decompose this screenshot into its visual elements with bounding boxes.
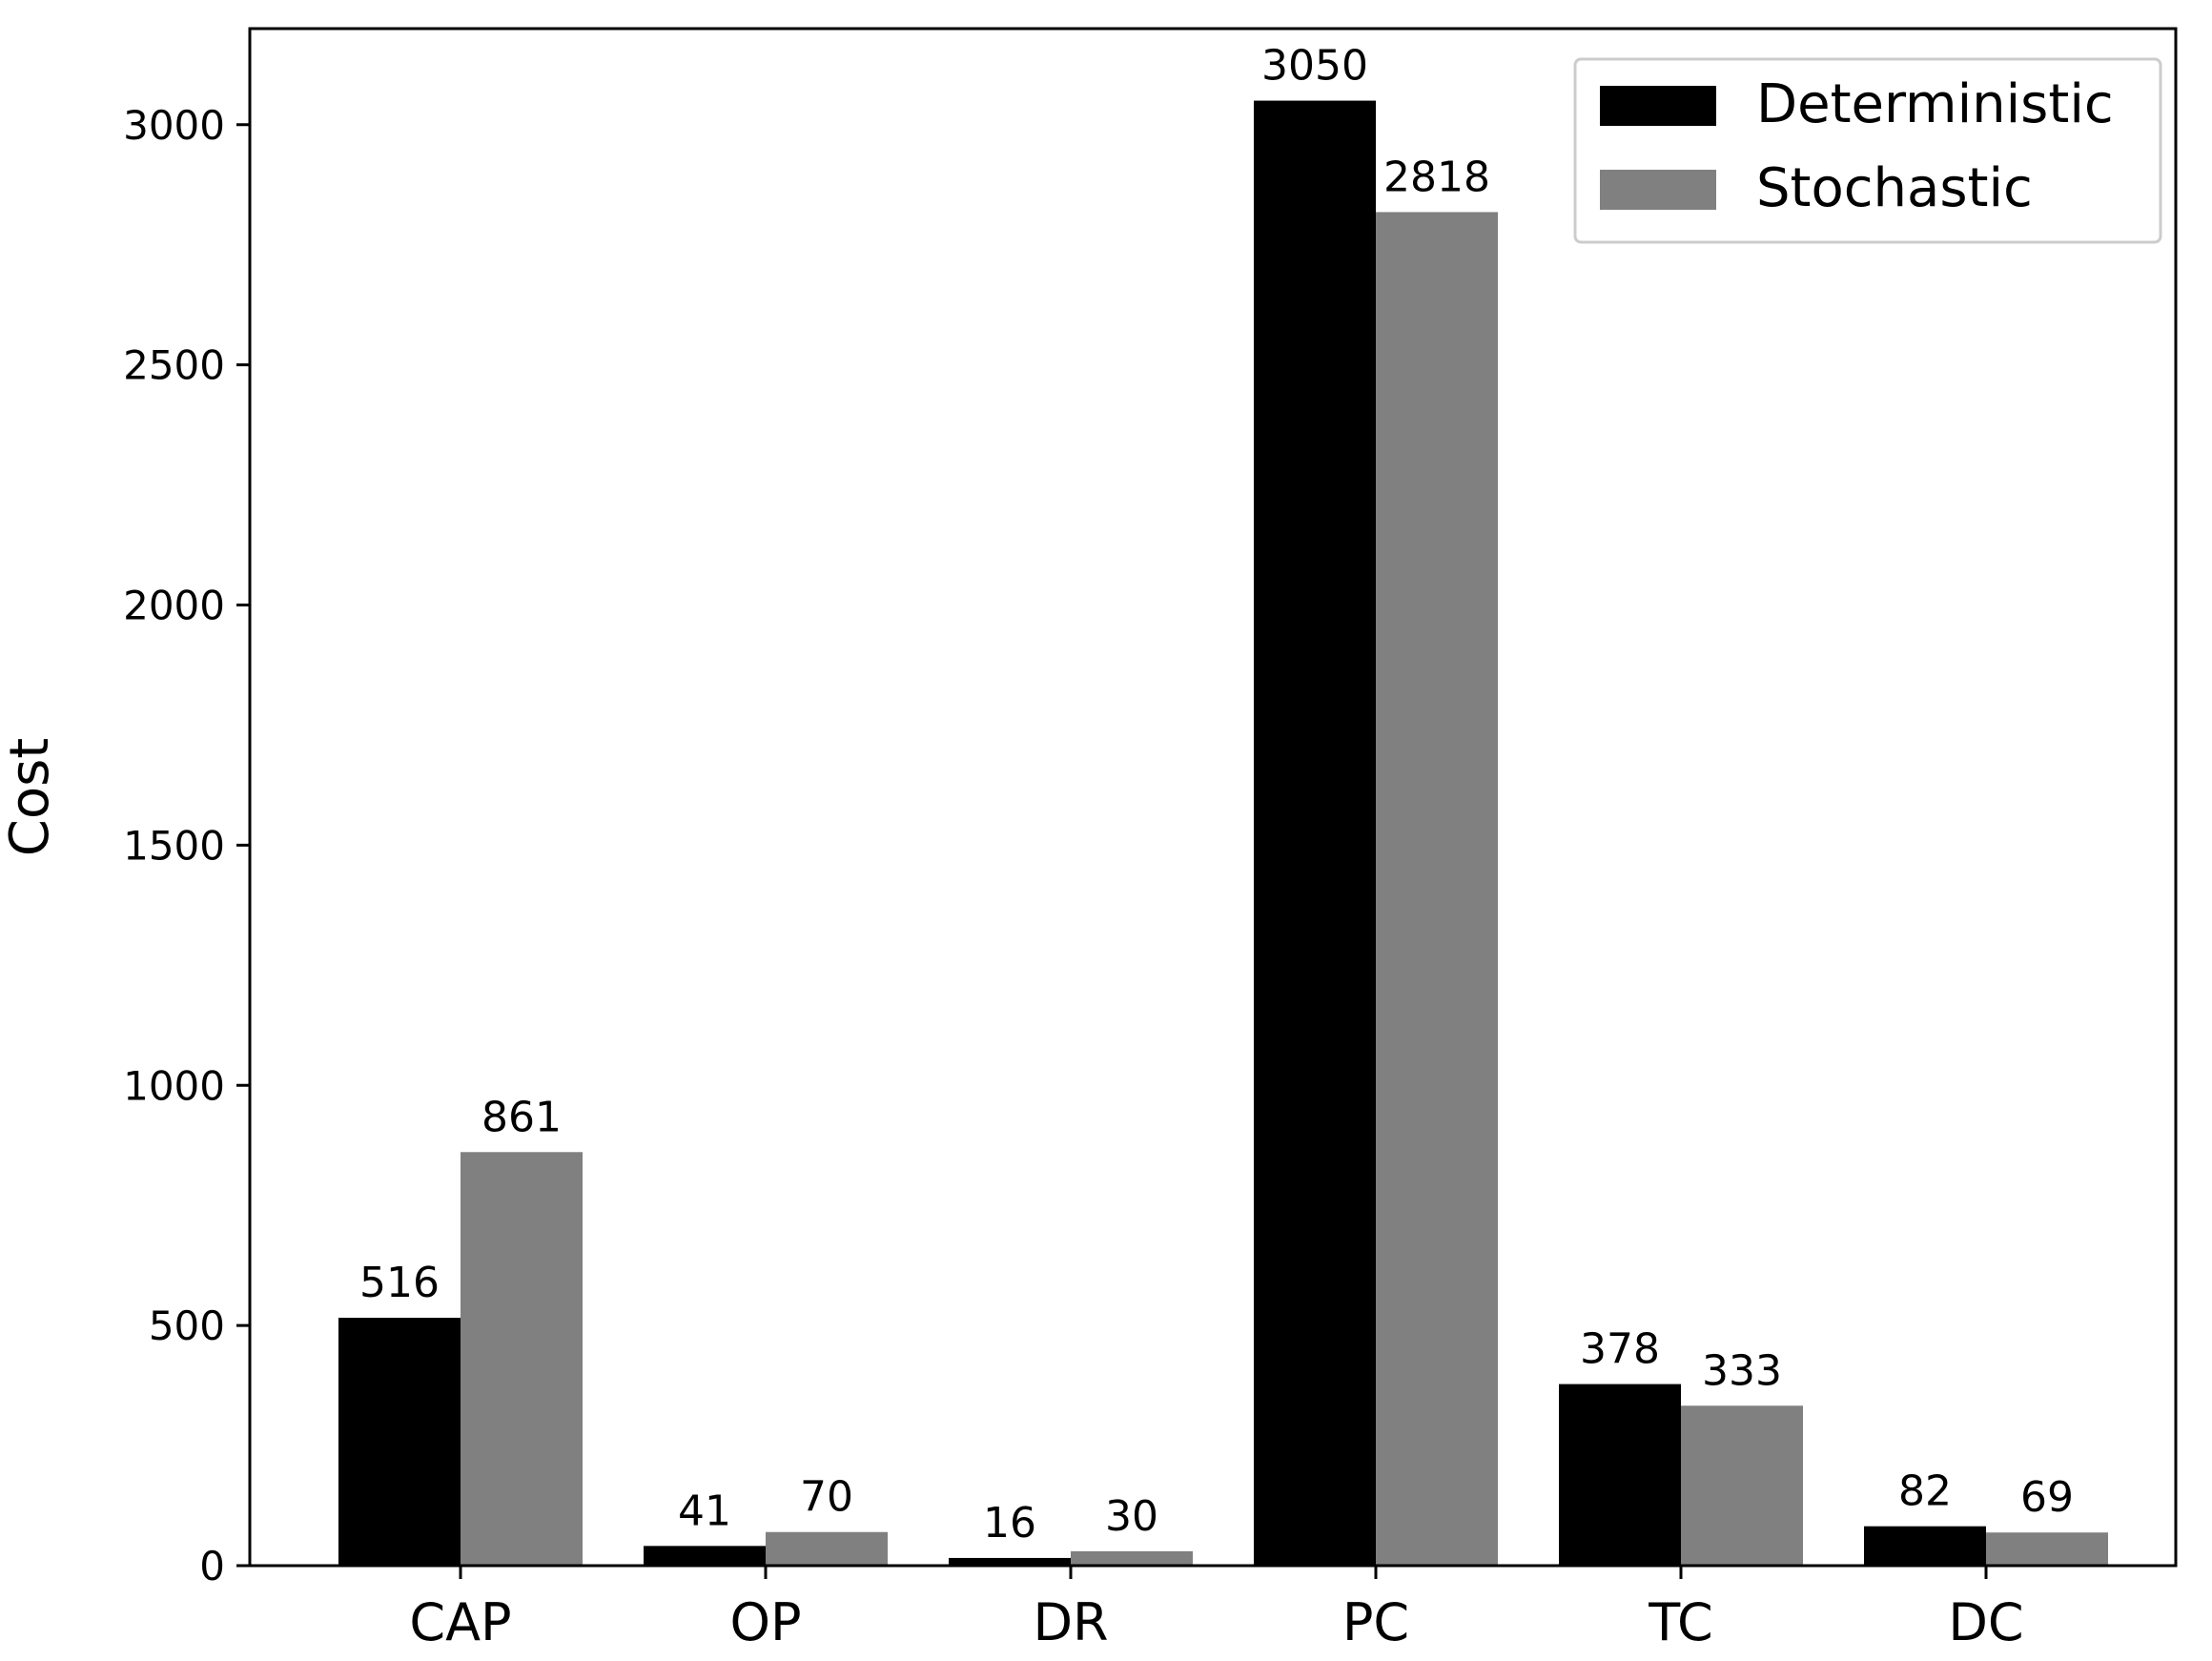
legend-label-stochastic: Stochastic: [1756, 157, 2033, 219]
x-tick-label-tc: TC: [1648, 1592, 1713, 1652]
bar-deterministic-op: [644, 1546, 766, 1566]
plot-frame: [248, 27, 2178, 1568]
bar-deterministic-tc: [1559, 1384, 1681, 1566]
x-tick-label-dc: DC: [1948, 1592, 2023, 1652]
legend-box: [1573, 57, 2162, 244]
y-axis: 0 500 1000 1500 2000 2500 3000: [123, 102, 250, 1589]
bar-deterministic-dr: [949, 1557, 1071, 1566]
data-labels-layer: 516 861 41 70 16 30 3050 2818 378 333 82 69: [359, 42, 2074, 1548]
x-tick-label-pc: PC: [1342, 1592, 1409, 1652]
y-axis-title: Cost: [0, 738, 61, 857]
bar-stochastic-tc: [1681, 1405, 1803, 1566]
data-label-stochastic-tc: 333: [1702, 1346, 1782, 1395]
data-label-deterministic-dr: 16: [983, 1499, 1036, 1548]
data-label-stochastic-cap: 861: [481, 1093, 562, 1141]
data-label-deterministic-op: 41: [678, 1487, 731, 1535]
x-tick-label-dr: DR: [1033, 1592, 1108, 1652]
bar-stochastic-op: [766, 1531, 888, 1566]
x-tick-label-op: OP: [729, 1592, 801, 1652]
legend-swatch-deterministic: [1600, 86, 1716, 126]
bars-layer: [338, 100, 2108, 1566]
data-label-stochastic-dc: 69: [2020, 1473, 2074, 1522]
y-tick-label: 1500: [123, 822, 225, 869]
data-label-deterministic-cap: 516: [359, 1259, 440, 1307]
bar-stochastic-pc: [1376, 212, 1498, 1566]
y-tick-label: 2000: [123, 583, 225, 629]
data-label-deterministic-dc: 82: [1898, 1467, 1952, 1516]
bar-deterministic-cap: [338, 1318, 461, 1566]
bar-deterministic-pc: [1254, 100, 1376, 1566]
bar-stochastic-dc: [1986, 1532, 2108, 1566]
legend-swatch-stochastic: [1600, 170, 1716, 210]
legend: Deterministic Stochastic: [1573, 57, 2162, 244]
data-label-deterministic-pc: 3050: [1261, 42, 1368, 91]
y-tick-label: 3000: [123, 102, 225, 149]
data-label-stochastic-op: 70: [800, 1473, 853, 1522]
bar-deterministic-dc: [1864, 1526, 1986, 1566]
bar-stochastic-dr: [1071, 1550, 1193, 1566]
data-label-stochastic-dr: 30: [1105, 1492, 1158, 1541]
data-label-stochastic-pc: 2818: [1383, 153, 1490, 201]
bar-stochastic-cap: [461, 1152, 583, 1566]
x-axis: CAP OP DR PC TC DC: [409, 1566, 2024, 1652]
y-tick-label: 1000: [123, 1062, 225, 1109]
legend-label-deterministic: Deterministic: [1756, 73, 2114, 135]
y-tick-label: 500: [149, 1302, 225, 1349]
x-tick-label-cap: CAP: [409, 1592, 511, 1652]
data-label-deterministic-tc: 378: [1580, 1325, 1660, 1374]
y-tick-label: 2500: [123, 342, 225, 389]
y-tick-label: 0: [199, 1543, 225, 1589]
